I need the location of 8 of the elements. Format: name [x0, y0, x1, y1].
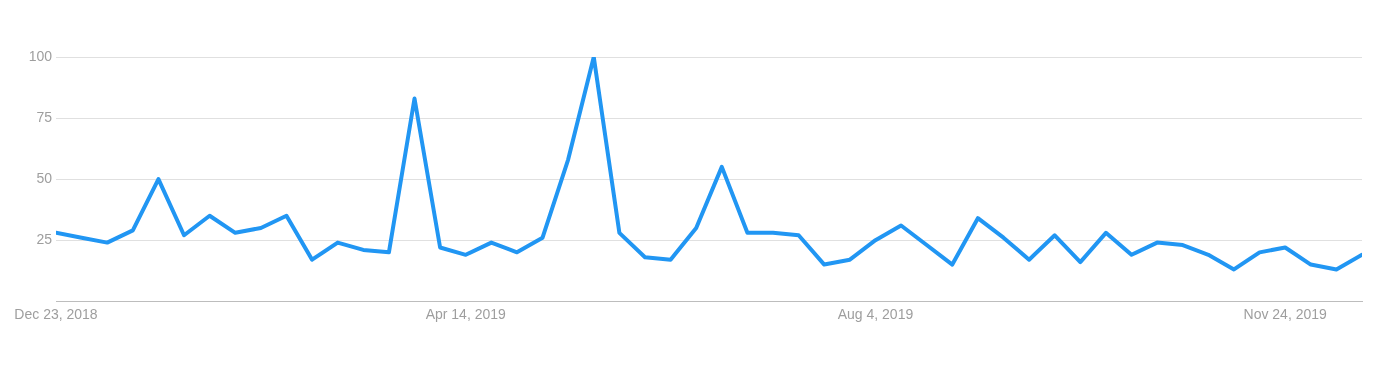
x-tick-label: Apr 14, 2019 — [425, 306, 507, 323]
x-tick-label: Aug 4, 2019 — [837, 306, 914, 323]
x-tick-label: Dec 23, 2018 — [14, 306, 98, 323]
y-tick-label: 75 — [36, 108, 53, 125]
y-tick-label: 100 — [28, 47, 53, 64]
y-tick-label: 25 — [36, 231, 53, 248]
y-tick-label: 50 — [36, 169, 53, 186]
x-tick-label: Nov 24, 2019 — [1243, 306, 1328, 323]
